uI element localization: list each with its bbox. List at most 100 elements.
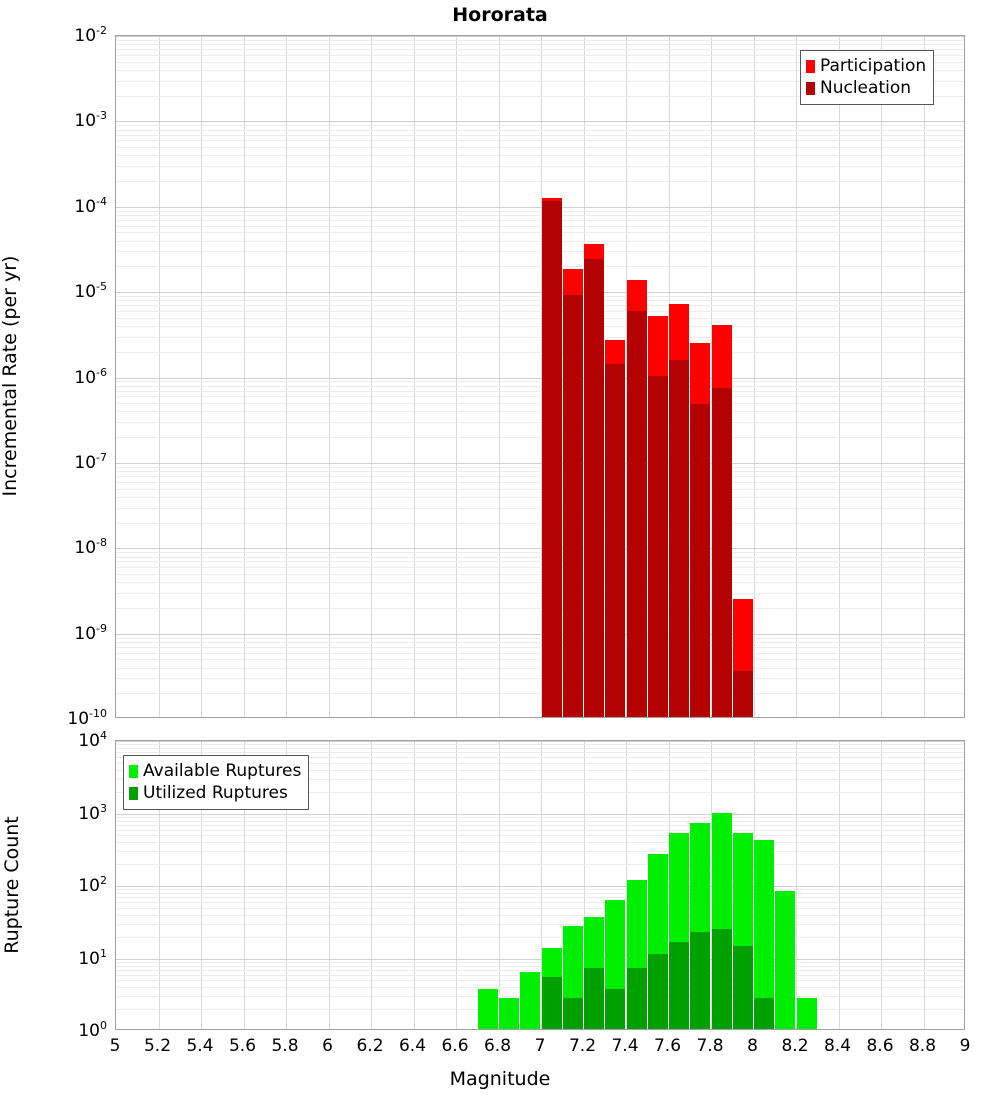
x-gridline [158,36,160,717]
y-gridline-major [116,548,964,550]
x-gridline [201,36,202,717]
y-gridline-minor [116,762,964,764]
x-gridline [881,36,882,717]
x-gridline [328,36,330,717]
y-gridline-minor [116,155,964,157]
y-gridline-minor [116,965,964,967]
y-gridline-minor [116,422,964,424]
y-tick-label: 101 [78,946,107,969]
y-gridline-minor [116,778,964,780]
y-gridline-minor [116,816,964,818]
y-gridline-minor [116,54,964,56]
y-gridline-major [116,813,964,815]
y-tick-label: 10-2 [74,24,107,46]
bar-nucleation [669,360,690,717]
y-gridline-minor [116,437,964,439]
bar-utilized [605,988,626,1029]
y-gridline-minor [116,251,964,253]
x-tick-label: 6.4 [398,1036,427,1056]
y-gridline-minor [116,61,964,63]
y-gridline-minor [116,969,964,971]
x-gridline [243,741,245,1029]
x-tick-label: 8.2 [781,1036,809,1056]
legend-label: Nucleation [820,77,912,98]
y-gridline-minor [116,240,964,242]
x-gridline [456,36,457,717]
x-gridline [371,36,372,717]
x-gridline [286,36,287,717]
y-gridline-minor [116,496,964,498]
x-gridline [413,741,415,1029]
legend-label: Participation [820,55,927,76]
legend-label: Utilized Ruptures [143,782,288,803]
y-gridline-minor [116,842,964,844]
y-gridline-minor [116,961,964,963]
bar-utilized [626,967,647,1029]
x-gridline [881,741,882,1029]
x-gridline [583,741,585,1029]
x-gridline [796,741,797,1029]
y-gridline-minor [116,748,964,750]
chart-title: Hororata [452,4,548,26]
x-gridline [158,741,160,1029]
x-tick-label: 7.6 [653,1036,682,1056]
y-gridline-minor [116,210,964,212]
x-gridline [711,741,712,1029]
x-tick-label: 7 [534,1036,546,1056]
y-tick-label: 103 [78,801,107,824]
y-gridline-minor [116,134,964,136]
y-gridline-minor [116,336,964,338]
y-gridline-minor [116,166,964,168]
bar-utilized [647,953,668,1029]
y-gridline-minor [116,488,964,490]
x-gridline [753,741,755,1029]
legend-item: Participation [806,55,926,77]
bar-available [775,891,796,1029]
y-gridline-major [116,292,964,294]
x-gridline [243,36,245,717]
x-tick-label: 5.6 [228,1036,257,1056]
x-tick-label: 6.6 [441,1036,469,1056]
bar-utilized [562,997,583,1029]
bottom-plot-area [116,741,964,1029]
x-tick-label: 8 [747,1036,758,1056]
bar-nucleation [626,310,647,717]
bar-nucleation [541,201,562,717]
y-gridline-minor [116,556,964,558]
y-tick-label: 10-10 [67,707,107,729]
legend-label: Available Ruptures [143,760,302,781]
y-gridline-minor [116,317,964,319]
y-tick-label: 104 [78,729,107,751]
y-gridline-minor [116,744,964,746]
y-gridline-minor [116,522,964,524]
y-gridline-minor [116,225,964,227]
y-gridline-minor [116,824,964,826]
x-tick-label: 8.8 [908,1036,937,1056]
x-tick-label: 9 [959,1036,971,1056]
y-gridline-minor [116,266,964,268]
bar-utilized [711,928,732,1029]
y-gridline-minor [116,471,964,473]
y-gridline-major [116,886,964,887]
y-gridline-minor [116,300,964,302]
y-gridline-minor [116,351,964,353]
bottom-y-axis-title: Rupture Count [1,816,23,954]
y-tick-label: 10-8 [74,536,107,559]
y-gridline-minor [116,403,964,405]
y-gridline-minor [116,140,964,142]
y-tick-label: 10-3 [74,109,107,132]
bar-nucleation [562,294,583,717]
y-gridline-minor [116,678,964,680]
y-tick-label: 10-7 [74,451,107,473]
y-gridline-major [116,958,964,960]
bar-available [520,971,541,1029]
y-gridline-major [116,462,964,464]
y-gridline-minor [116,129,964,131]
bar-available [796,997,817,1029]
top-plot-panel [115,35,965,718]
bar-available [499,997,520,1029]
x-gridline [201,741,202,1029]
y-gridline-minor [116,49,964,51]
legend-item: Utilized Ruptures [129,782,301,804]
x-tick-label: 5.4 [186,1036,214,1056]
